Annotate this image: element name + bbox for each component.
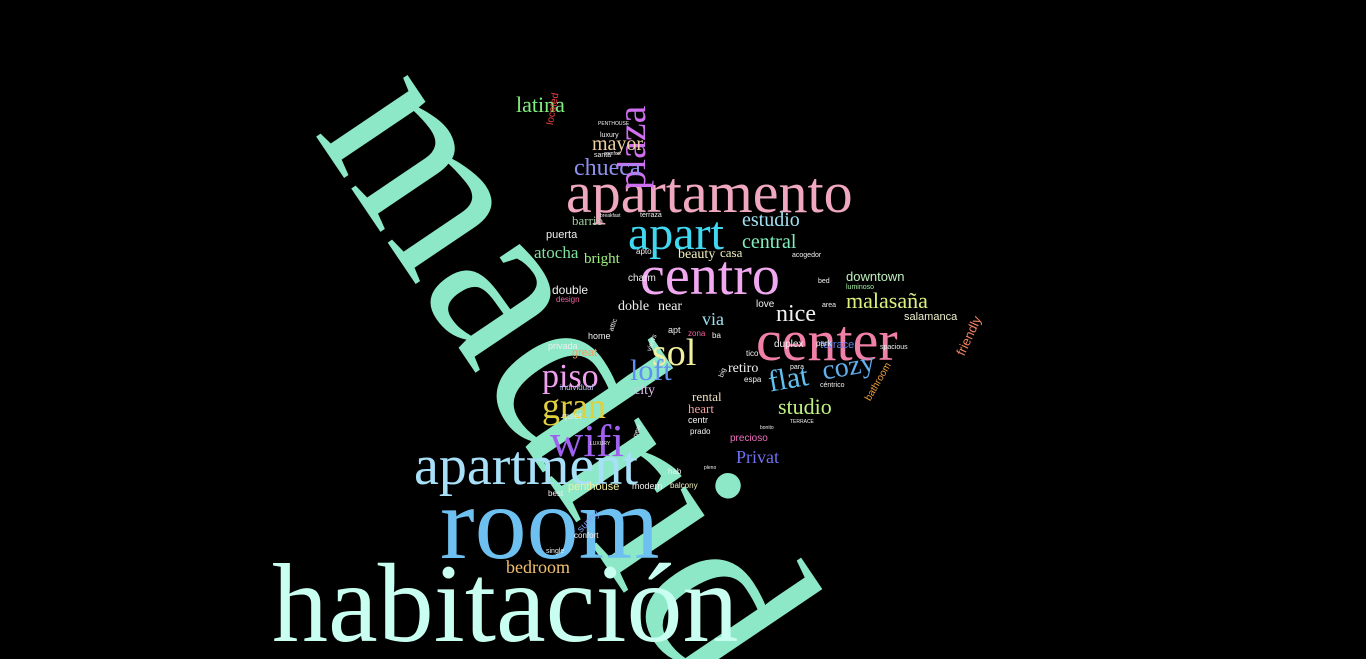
word-centrico: céntrico [820,382,845,389]
word-precioso: precioso [730,433,768,444]
word-zona: zona [688,329,706,338]
word-quiet: quiet [562,411,582,421]
word-salamanca: salamanca [904,311,958,323]
word-retiro: retiro [728,361,759,376]
word-city: city [634,383,655,398]
word-luxury: luxury [600,132,619,139]
word-ba: ba [712,331,721,340]
word-via: via [702,309,724,329]
word-terrace: terrace [820,339,855,351]
word-double: double [552,283,589,297]
word-acogedor: acogedor [792,252,822,259]
word-espa: espa [744,375,762,384]
word-apart: apart [628,207,724,260]
word-spacious: spacious [880,344,908,351]
word-atocha: atocha [534,243,579,262]
word-center: center [756,308,898,373]
word-individual: individual [560,383,594,392]
word-latina: latina [516,92,565,117]
word-comfort: comfort [604,151,621,157]
word-nice: nice [776,301,816,327]
word-apt: apt [668,325,681,335]
word-central: central [742,231,797,253]
word-modern: modern [632,481,663,491]
word-love: love [756,299,775,310]
word-estudio: estudio [742,209,800,231]
word-wifi: wifi [550,415,625,466]
word-design: design [556,295,580,304]
word-penthouse-caps: PENTHOUSE [598,121,630,127]
word-duplex: duplex [774,339,804,350]
word-terraza: terraza [640,212,662,219]
word-charm: charm [628,273,656,284]
word-bed: bed [818,278,830,285]
word-centr: centr [688,415,709,425]
word-para: para [790,364,805,371]
word-heart: heart [688,401,714,416]
word-great: great [572,347,598,359]
word-single: single [546,548,565,555]
word-bonito: bonito [760,425,774,431]
word-gran: gran [542,386,606,426]
word-room: room [440,466,660,581]
word-pleno: pleno [704,465,717,471]
word-apartment: apartment [414,435,638,497]
word-habitacion: habitación [272,542,739,659]
word-downtown: downtown [846,269,905,284]
word-rental: rental [692,389,722,404]
word-studio: studio [778,394,832,419]
word-apartamento: apartamento [566,160,853,225]
word-malasana: malasaña [846,288,928,313]
word-bedroom: bedroom [506,557,570,577]
word-loft: loft [630,354,672,387]
word-hab: hab [668,467,682,476]
word-apto: apto [636,247,652,256]
word-terrace-caps: TERRACE [790,419,814,425]
word-area: area [822,302,837,309]
word-bright: bright [584,251,620,267]
word-best: best [548,489,564,498]
word-puerta: puerta [546,229,578,241]
word-tico: tico [746,349,759,358]
word-confort: confort [574,531,599,540]
word-luxury-caps: LUXURY [590,441,611,447]
word-centro: centro [640,245,780,307]
word-park: park [816,339,832,348]
word-luminoso: luminoso [846,284,875,291]
word-piso: piso [542,358,599,395]
word-santa: santa [594,152,612,159]
word-balcony: balcony [670,481,698,490]
word-privada: privada [548,341,578,351]
word-prado: prado [690,427,711,436]
word-casa: casa [720,245,743,260]
word-beauty: beauty [678,247,716,262]
word-sol: sol [652,332,697,374]
word-near: near [658,299,683,314]
word-doble: doble [618,299,650,314]
word-chueca: chueca [574,155,641,181]
word-privat: Privat [736,447,779,467]
word-penthouse: penthouse [568,481,620,493]
word-barrio: barrio [572,213,604,228]
word-mayor: mayor [592,133,644,155]
word-breakfast: breakfast [600,213,621,219]
word-home: home [588,331,611,341]
